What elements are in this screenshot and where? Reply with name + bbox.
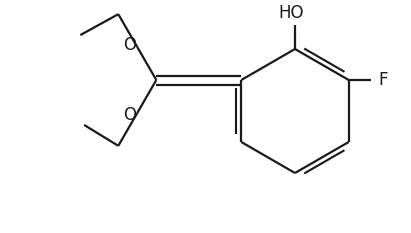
- Text: O: O: [123, 106, 136, 124]
- Text: HO: HO: [278, 4, 304, 22]
- Text: O: O: [123, 36, 136, 54]
- Text: F: F: [378, 71, 388, 89]
